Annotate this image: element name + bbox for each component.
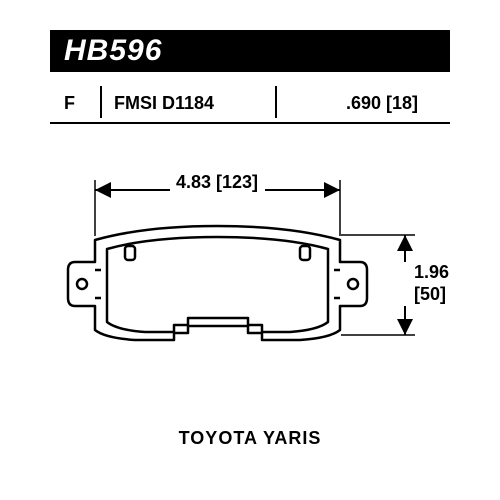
- brake-pad-diagram: 4.83 [123]: [50, 140, 450, 420]
- height-label-mm: [50]: [414, 284, 446, 304]
- part-number-header: HB596: [50, 30, 450, 72]
- spec-card: HB596 F FMSI D1184 .690 [18]: [30, 10, 470, 490]
- diagram-svg: 4.83 [123]: [50, 140, 450, 420]
- vehicle-name: TOYOTA YARIS: [30, 428, 470, 449]
- spec-col-1: F: [64, 82, 75, 124]
- pad-outline: [68, 226, 367, 340]
- spec-divider-1: [100, 86, 102, 118]
- width-label: 4.83 [123]: [176, 172, 258, 192]
- spec-col-2: FMSI D1184: [114, 82, 214, 124]
- spec-col-3: .690 [18]: [346, 82, 418, 124]
- spec-divider-2: [275, 86, 277, 118]
- part-number: HB596: [64, 34, 162, 67]
- height-label-in: 1.96: [414, 262, 449, 282]
- spec-row: F FMSI D1184 .690 [18]: [50, 82, 450, 124]
